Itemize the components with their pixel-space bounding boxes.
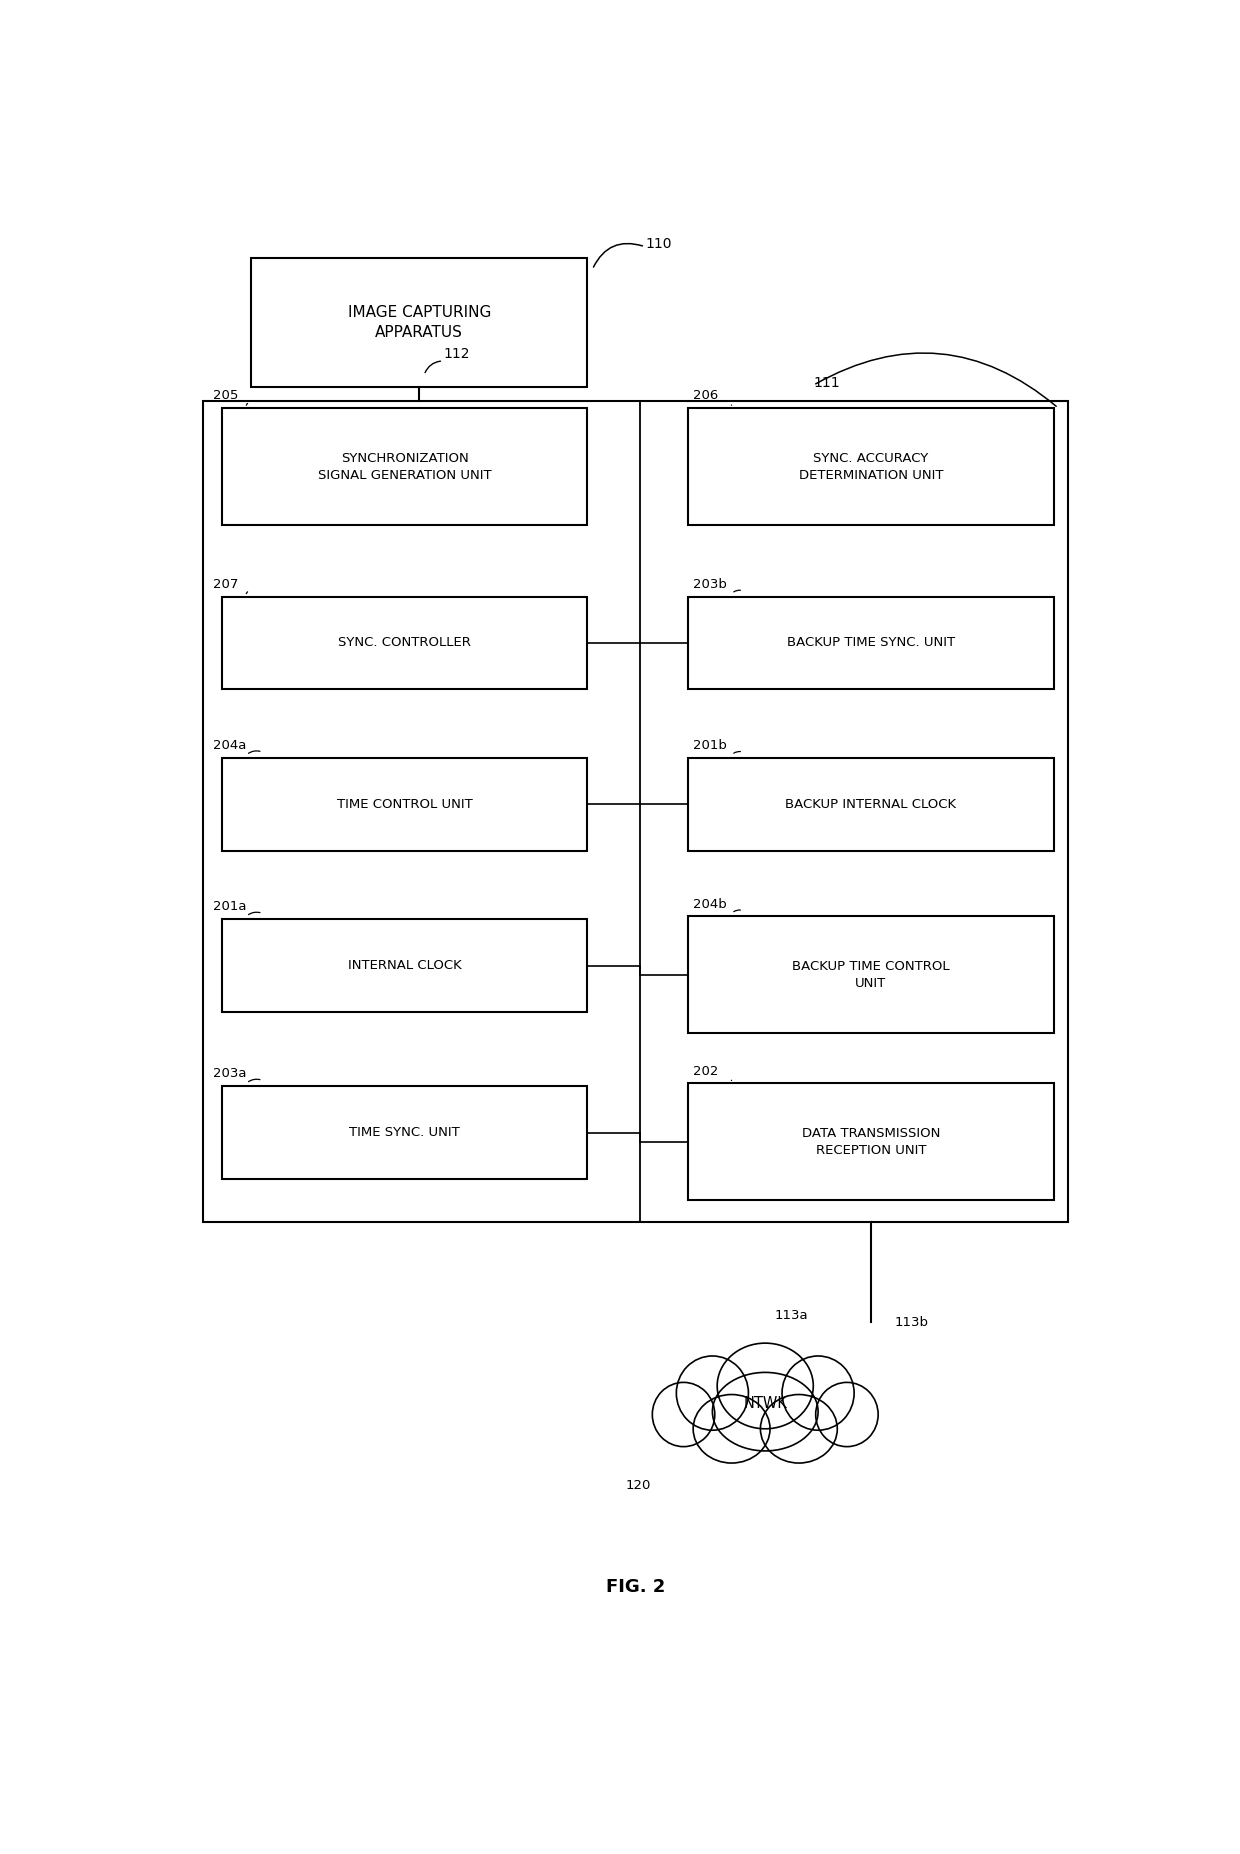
FancyBboxPatch shape bbox=[688, 1083, 1054, 1200]
Ellipse shape bbox=[676, 1355, 749, 1429]
Text: BACKUP TIME SYNC. UNIT: BACKUP TIME SYNC. UNIT bbox=[787, 636, 955, 649]
Ellipse shape bbox=[652, 1383, 714, 1446]
Text: 205: 205 bbox=[213, 389, 238, 402]
Text: 201a: 201a bbox=[213, 901, 247, 914]
Text: BACKUP INTERNAL CLOCK: BACKUP INTERNAL CLOCK bbox=[785, 797, 956, 810]
Text: 112: 112 bbox=[444, 347, 470, 362]
Text: NTWK: NTWK bbox=[743, 1396, 787, 1411]
Text: SYNC. CONTROLLER: SYNC. CONTROLLER bbox=[339, 636, 471, 649]
Text: 204b: 204b bbox=[693, 897, 727, 910]
Text: 206: 206 bbox=[693, 389, 718, 402]
FancyBboxPatch shape bbox=[688, 758, 1054, 851]
FancyBboxPatch shape bbox=[688, 408, 1054, 525]
Text: SYNC. ACCURACY
DETERMINATION UNIT: SYNC. ACCURACY DETERMINATION UNIT bbox=[799, 452, 944, 482]
Text: 113b: 113b bbox=[895, 1316, 929, 1329]
Text: BACKUP TIME CONTROL
UNIT: BACKUP TIME CONTROL UNIT bbox=[792, 960, 950, 990]
Text: DATA TRANSMISSION
RECEPTION UNIT: DATA TRANSMISSION RECEPTION UNIT bbox=[802, 1127, 940, 1157]
Text: 120: 120 bbox=[626, 1479, 651, 1492]
FancyBboxPatch shape bbox=[222, 758, 588, 851]
FancyBboxPatch shape bbox=[222, 920, 588, 1012]
Text: 110: 110 bbox=[645, 237, 672, 250]
Ellipse shape bbox=[782, 1355, 854, 1429]
Text: TIME CONTROL UNIT: TIME CONTROL UNIT bbox=[337, 797, 472, 810]
FancyBboxPatch shape bbox=[222, 408, 588, 525]
Text: 113a: 113a bbox=[775, 1309, 808, 1322]
Text: 207: 207 bbox=[213, 578, 238, 591]
FancyBboxPatch shape bbox=[222, 597, 588, 690]
Ellipse shape bbox=[693, 1394, 770, 1463]
FancyBboxPatch shape bbox=[250, 258, 588, 387]
Text: 204a: 204a bbox=[213, 740, 246, 753]
Text: 202: 202 bbox=[693, 1064, 718, 1077]
Text: 111: 111 bbox=[813, 376, 839, 389]
Ellipse shape bbox=[717, 1342, 813, 1429]
Text: FIG. 2: FIG. 2 bbox=[606, 1578, 665, 1596]
Ellipse shape bbox=[816, 1383, 878, 1446]
Text: SYNCHRONIZATION
SIGNAL GENERATION UNIT: SYNCHRONIZATION SIGNAL GENERATION UNIT bbox=[317, 452, 492, 482]
Text: INTERNAL CLOCK: INTERNAL CLOCK bbox=[348, 959, 461, 971]
Text: IMAGE CAPTURING
APPARATUS: IMAGE CAPTURING APPARATUS bbox=[347, 306, 491, 339]
Text: 201b: 201b bbox=[693, 740, 727, 753]
Ellipse shape bbox=[760, 1394, 837, 1463]
FancyBboxPatch shape bbox=[222, 1086, 588, 1179]
Ellipse shape bbox=[712, 1372, 818, 1452]
Text: 203b: 203b bbox=[693, 578, 727, 591]
FancyBboxPatch shape bbox=[688, 597, 1054, 690]
FancyBboxPatch shape bbox=[688, 916, 1054, 1033]
Text: 203a: 203a bbox=[213, 1068, 247, 1081]
Text: TIME SYNC. UNIT: TIME SYNC. UNIT bbox=[350, 1125, 460, 1138]
FancyBboxPatch shape bbox=[203, 400, 1068, 1222]
